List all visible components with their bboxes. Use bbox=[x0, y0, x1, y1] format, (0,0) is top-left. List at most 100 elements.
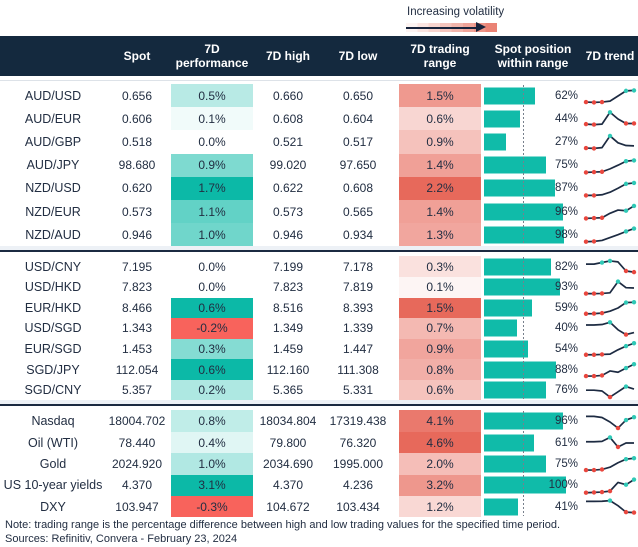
trend-low-dot bbox=[591, 291, 597, 296]
high-value: 0.622 bbox=[272, 181, 304, 196]
trend-low-dot bbox=[615, 425, 621, 430]
performance-cell-wrap: 0.3% bbox=[168, 338, 256, 360]
trading-range-cell-wrap: 4.6% bbox=[396, 431, 484, 454]
table-row[interactable]: SGD/JPY 112.054 0.6% 112.160 111.308 0.8% 88% bbox=[0, 359, 638, 380]
trading-range-cell-wrap: 0.6% bbox=[396, 379, 484, 401]
table-row[interactable]: USD/SGD 1.343 -0.2% 1.349 1.339 0.7% 40% bbox=[0, 318, 638, 339]
row-label: SGD/CNY bbox=[24, 383, 82, 398]
low-value: 103.434 bbox=[336, 499, 380, 514]
table-row[interactable]: SGD/CNY 5.357 0.2% 5.365 5.331 0.6% 76% bbox=[0, 379, 638, 401]
table-row[interactable]: NZD/AUD 0.946 1.0% 0.946 0.934 1.3% 98% bbox=[0, 223, 638, 247]
trend-sparkline bbox=[586, 258, 637, 275]
performance-cell: 0.2% bbox=[171, 379, 253, 401]
trading-range-cell-wrap: 1.2% bbox=[396, 496, 484, 518]
performance-cell-wrap: 0.2% bbox=[168, 379, 256, 401]
trend-low-dot bbox=[623, 268, 629, 274]
row-label: DXY bbox=[40, 499, 66, 514]
position-bar bbox=[484, 455, 546, 473]
high-value: 79.800 bbox=[269, 435, 307, 450]
position-cell: 62% bbox=[484, 84, 582, 107]
performance-cell-wrap: 0.9% bbox=[168, 153, 256, 177]
position-bar bbox=[484, 226, 565, 244]
performance-cell-wrap: 3.1% bbox=[168, 474, 256, 497]
position-cell: 44% bbox=[484, 107, 582, 130]
position-bar bbox=[484, 87, 535, 105]
low-value: 0.650 bbox=[342, 88, 374, 103]
trend-cell bbox=[582, 410, 638, 431]
position-value: 27% bbox=[554, 135, 578, 148]
trend-low-dot bbox=[599, 290, 605, 296]
performance-cell: -0.3% bbox=[171, 496, 253, 518]
table-row[interactable]: USD/CNY 7.195 0.0% 7.199 7.178 0.3% 82% bbox=[0, 256, 638, 277]
position-bar bbox=[484, 258, 552, 276]
table-row[interactable]: AUD/GBP 0.518 0.0% 0.521 0.517 0.9% 27% bbox=[0, 130, 638, 154]
trend-sparkline bbox=[583, 180, 637, 198]
trading-range-cell: 4.1% bbox=[399, 410, 481, 432]
spot-value: 5.357 bbox=[121, 383, 153, 398]
table-row[interactable]: EUR/SGD 1.453 0.3% 1.459 1.447 0.9% 54% bbox=[0, 338, 638, 360]
low-value: 97.650 bbox=[339, 158, 377, 173]
spot-value: 98.680 bbox=[118, 158, 156, 173]
performance-cell-wrap: 0.0% bbox=[168, 130, 256, 154]
trend-low-dot bbox=[631, 510, 637, 516]
trend-cell bbox=[582, 130, 638, 153]
arrow-head-icon bbox=[476, 22, 486, 32]
table-row[interactable]: Gold 2024.920 1.0% 2034.690 1995.000 2.0% 75% bbox=[0, 453, 638, 475]
table-row[interactable]: NZD/USD 0.620 1.7% 0.622 0.608 2.2% 87% bbox=[0, 176, 638, 200]
position-bar bbox=[484, 156, 546, 174]
high-value: 1.459 bbox=[272, 341, 304, 356]
spot-value: 0.946 bbox=[121, 227, 153, 242]
group-separator-band bbox=[0, 400, 638, 405]
trend-low-dot bbox=[599, 489, 605, 495]
trend-cell bbox=[582, 298, 638, 319]
trend-cell bbox=[582, 177, 638, 200]
trend-low-dot bbox=[583, 193, 589, 198]
table-row[interactable]: AUD/EUR 0.606 0.1% 0.608 0.604 0.6% 44% bbox=[0, 107, 638, 131]
position-cell: 98% bbox=[484, 223, 582, 246]
table-row[interactable]: NZD/EUR 0.573 1.1% 0.573 0.565 1.4% 96% bbox=[0, 199, 638, 224]
trend-high-dot bbox=[623, 300, 629, 306]
trend-low-dot bbox=[583, 239, 589, 245]
position-cell: 76% bbox=[484, 380, 582, 401]
trend-sparkline bbox=[583, 134, 635, 152]
position-value: 40% bbox=[554, 322, 578, 335]
table-row[interactable]: USD/HKD 7.823 0.0% 7.823 7.819 0.1% 93% bbox=[0, 276, 638, 298]
position-value: 82% bbox=[554, 260, 578, 273]
performance-cell: 0.0% bbox=[171, 276, 253, 298]
table-row[interactable]: DXY 103.947 -0.3% 104.672 103.434 1.2% 41% bbox=[0, 496, 638, 518]
spot-value: 4.370 bbox=[121, 478, 153, 493]
trading-range-cell: 1.3% bbox=[399, 223, 481, 247]
high-value: 112.160 bbox=[266, 362, 310, 377]
trading-range-cell: 0.7% bbox=[399, 318, 481, 339]
position-cell: 54% bbox=[484, 339, 582, 360]
performance-cell: 0.4% bbox=[171, 431, 253, 454]
trend-low-dot bbox=[631, 121, 637, 126]
low-value: 0.517 bbox=[342, 134, 374, 149]
performance-cell: 0.1% bbox=[171, 107, 253, 131]
sources-line: Sources: Refinitiv, Convera - February 2… bbox=[5, 533, 238, 545]
trend-sparkline bbox=[586, 414, 637, 430]
performance-cell-wrap: 0.6% bbox=[168, 297, 256, 319]
table-row[interactable]: US 10-year yields 4.370 3.1% 4.370 4.236 3.2%… bbox=[0, 474, 638, 497]
trading-range-cell: 1.4% bbox=[399, 199, 481, 224]
trading-range-cell: 1.4% bbox=[399, 153, 481, 177]
table-row[interactable]: AUD/JPY 98.680 0.9% 99.020 97.650 1.4% 75% bbox=[0, 153, 638, 177]
trend-cell bbox=[582, 432, 638, 453]
table-row[interactable]: AUD/USD 0.656 0.5% 0.660 0.650 1.5% 62% bbox=[0, 84, 638, 108]
low-value: 111.308 bbox=[337, 362, 379, 377]
trend-low-dot bbox=[591, 146, 597, 152]
row-label: AUD/EUR bbox=[24, 111, 82, 126]
trading-range-cell-wrap: 0.1% bbox=[396, 276, 484, 298]
table-row[interactable]: EUR/HKD 8.466 0.6% 8.516 8.393 1.5% 59% bbox=[0, 297, 638, 319]
trend-low-dot bbox=[599, 311, 605, 316]
trend-low-dot bbox=[583, 122, 589, 127]
table-row[interactable]: Oil (WTI) 78.440 0.4% 79.800 76.320 4.6% 61% bbox=[0, 431, 638, 454]
trading-range-cell: 1.5% bbox=[399, 297, 481, 319]
table-row[interactable]: Nasdaq 18004.702 0.8% 18034.804 17319.438 4.1… bbox=[0, 410, 638, 432]
trend-low-dot bbox=[583, 373, 589, 379]
position-value: 88% bbox=[554, 363, 578, 376]
trend-high-dot bbox=[623, 365, 629, 371]
trading-range-cell-wrap: 0.8% bbox=[396, 359, 484, 380]
trading-range-cell: 0.9% bbox=[399, 130, 481, 154]
performance-cell: 1.0% bbox=[171, 223, 253, 247]
